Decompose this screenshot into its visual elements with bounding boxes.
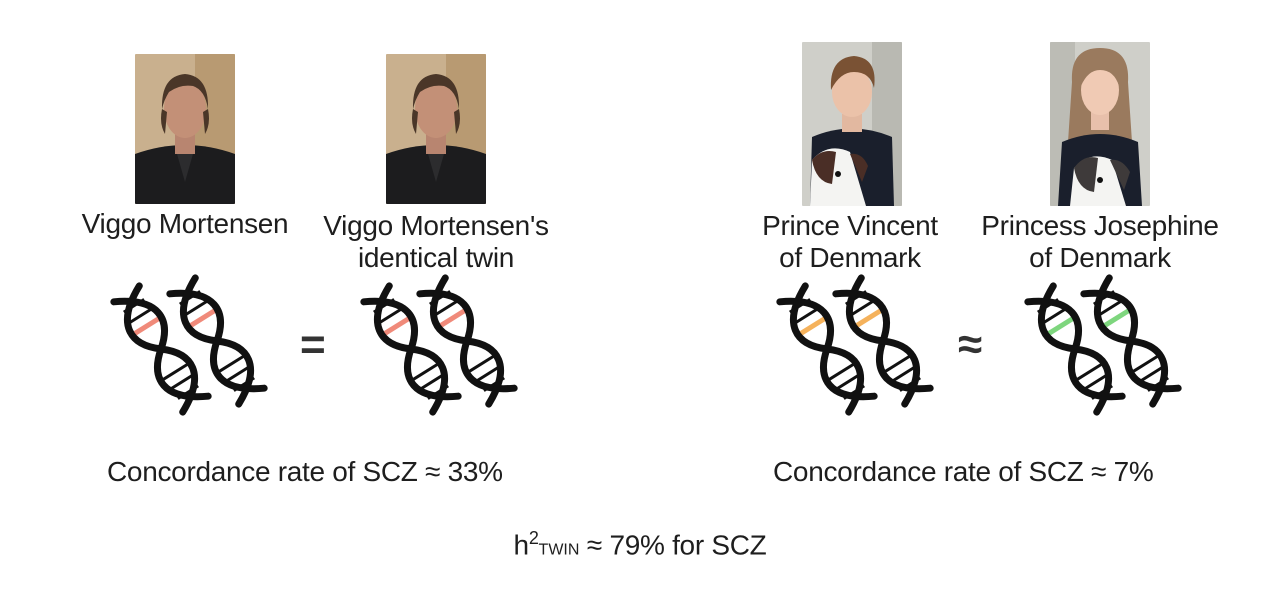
photo-viggo xyxy=(135,54,235,204)
formula-rest: ≈ 79% for SCZ xyxy=(579,529,767,561)
caption-viggo-twin: Viggo Mortensen's identical twin xyxy=(306,210,566,274)
caption-line: Princess Josephine xyxy=(981,210,1219,241)
heritability-formula: h2TWIN ≈ 79% for SCZ xyxy=(0,528,1280,561)
formula-superscript: 2 xyxy=(528,528,539,548)
photo-viggo-twin xyxy=(386,54,486,204)
formula-subscript: TWIN xyxy=(538,541,580,559)
caption-line: identical twin xyxy=(357,242,515,273)
concordance-rate-fraternal: Concordance rate of SCZ ≈ 7% xyxy=(773,456,1154,487)
caption-line: of Denmark xyxy=(1029,242,1171,273)
photo-princess-josephine xyxy=(1050,42,1150,206)
photo-prince-vincent xyxy=(802,42,902,206)
caption-princess-josephine: Princess Josephine of Denmark xyxy=(965,210,1235,274)
concordance-rate-identical: Concordance rate of SCZ ≈ 33% xyxy=(107,456,503,487)
equals-sign: = xyxy=(300,320,326,369)
dna-double-helix-icon xyxy=(110,274,268,416)
caption-viggo: Viggo Mortensen xyxy=(55,208,315,240)
dna-double-helix-icon xyxy=(360,274,518,416)
caption-prince-vincent: Prince Vincent of Denmark xyxy=(720,210,980,274)
caption-line: Viggo Mortensen xyxy=(81,208,289,239)
caption-line: of Denmark xyxy=(779,242,921,273)
formula-h: h xyxy=(513,529,530,561)
caption-line: Prince Vincent xyxy=(762,210,938,241)
dna-double-helix-icon xyxy=(776,274,934,416)
dna-double-helix-icon xyxy=(1024,274,1182,416)
approximately-equal-sign: ≈ xyxy=(958,320,983,369)
caption-line: Viggo Mortensen's xyxy=(323,210,549,241)
